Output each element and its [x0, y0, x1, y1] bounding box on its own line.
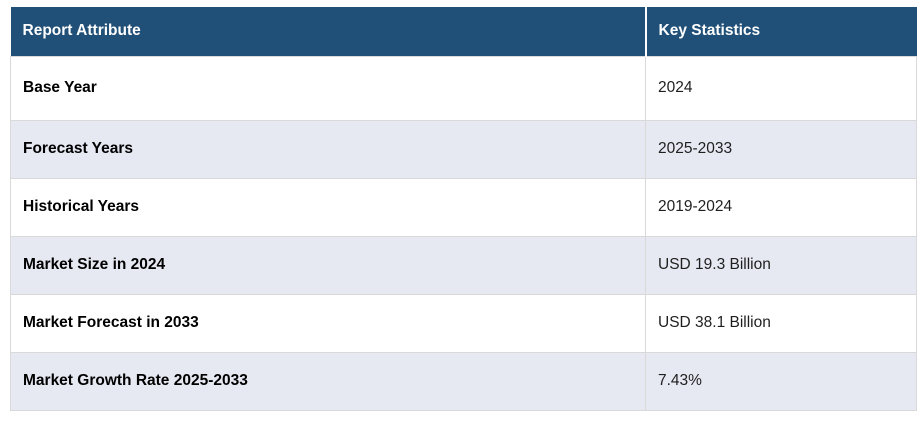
value-cell-market-forecast-2033: USD 38.1 Billion: [645, 293, 917, 353]
table-row: Historical Years 2019-2024: [10, 177, 917, 237]
attribute-cell-market-growth-rate: Market Growth Rate 2025-2033: [10, 351, 646, 411]
value-cell-market-growth-rate: 7.43%: [645, 351, 917, 411]
table-header: Report Attribute Key Statistics: [10, 7, 917, 56]
value-cell-base-year: 2024: [645, 55, 917, 121]
value-cell-historical-years: 2019-2024: [645, 177, 917, 237]
attribute-cell-market-forecast-2033: Market Forecast in 2033: [10, 293, 646, 353]
column-header-report-attribute: Report Attribute: [10, 7, 647, 56]
value-cell-market-size-2024: USD 19.3 Billion: [645, 235, 917, 295]
attribute-cell-historical-years: Historical Years: [10, 177, 646, 237]
attribute-cell-market-size-2024: Market Size in 2024: [10, 235, 646, 295]
table-row: Market Growth Rate 2025-2033 7.43%: [10, 351, 917, 411]
table-row: Base Year 2024: [10, 55, 917, 121]
value-cell-forecast-years: 2025-2033: [645, 119, 917, 179]
attribute-cell-base-year: Base Year: [10, 55, 646, 121]
column-header-key-statistics: Key Statistics: [645, 7, 917, 56]
table-row: Forecast Years 2025-2033: [10, 119, 917, 179]
table-body: Base Year 2024 Forecast Years 2025-2033 …: [10, 55, 917, 411]
table-row: Market Size in 2024 USD 19.3 Billion: [10, 235, 917, 295]
table-row: Market Forecast in 2033 USD 38.1 Billion: [10, 293, 917, 353]
report-statistics-table: Report Attribute Key Statistics Base Yea…: [10, 7, 917, 411]
header-row: Report Attribute Key Statistics: [10, 7, 917, 56]
attribute-cell-forecast-years: Forecast Years: [10, 119, 646, 179]
